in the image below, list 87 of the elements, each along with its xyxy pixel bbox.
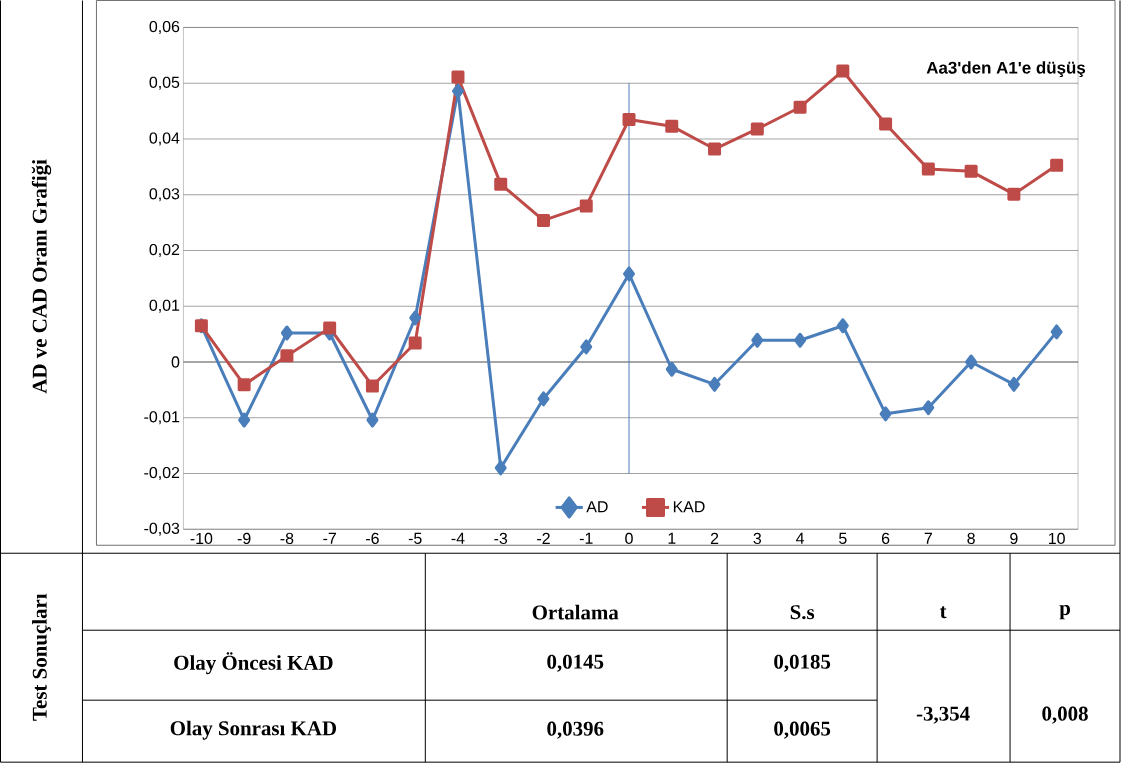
text: -3,354 <box>916 706 970 724</box>
point <box>238 412 251 428</box>
point <box>494 460 507 476</box>
point <box>623 266 636 282</box>
point <box>751 332 764 348</box>
point <box>794 332 807 348</box>
x-tick-label: 4 <box>796 532 805 544</box>
point <box>494 177 508 191</box>
x-tick-label: -10 <box>190 532 213 545</box>
point <box>280 349 294 363</box>
x-tick-label: -1 <box>579 532 593 544</box>
x-tick-label: -5 <box>408 532 422 545</box>
point <box>665 119 679 133</box>
x-tick-label: -7 <box>323 532 336 544</box>
legend-label: AD <box>586 501 608 513</box>
x-tick-label: 6 <box>881 532 890 545</box>
text: Olay Sonrası KAD <box>170 720 337 740</box>
point <box>1007 376 1020 392</box>
x-tick-label: -6 <box>366 532 379 545</box>
text: Ortalama <box>532 605 619 620</box>
text: 0,0185 <box>774 654 831 672</box>
text: S.s <box>790 605 815 620</box>
point <box>365 379 379 393</box>
x-tick-label: -4 <box>451 532 465 544</box>
point <box>1007 187 1021 201</box>
point <box>366 412 379 428</box>
point <box>750 122 764 136</box>
point <box>879 117 893 131</box>
x-tick-label: 9 <box>1010 532 1018 545</box>
x-tick-label: -9 <box>237 532 251 545</box>
x-tick-label: 10 <box>1049 532 1065 545</box>
legend-label: KAD <box>673 501 705 513</box>
x-tick-label: -8 <box>280 532 294 545</box>
point <box>922 400 935 416</box>
point <box>921 162 935 176</box>
text: 0,0145 <box>547 654 604 672</box>
point <box>237 378 251 392</box>
y-tick-label: 0,04 <box>149 132 180 146</box>
y-tick-label: 0,03 <box>149 188 180 202</box>
x-tick-label: 1 <box>668 532 676 544</box>
text: Olay Öncesi KAD <box>174 652 333 675</box>
y-tick-label: 0,06 <box>149 21 180 35</box>
point <box>965 354 978 370</box>
text: Test Sonuçları <box>32 593 51 721</box>
point <box>1050 324 1063 340</box>
point <box>580 339 593 355</box>
point <box>665 361 678 377</box>
point <box>537 391 550 407</box>
point <box>708 376 721 392</box>
point <box>622 113 636 127</box>
point <box>964 165 978 178</box>
x-tick-label: 5 <box>839 532 847 545</box>
text: 0,0396 <box>547 721 604 739</box>
x-tick-label: -2 <box>537 532 550 545</box>
point <box>280 325 293 341</box>
text: 0,008 <box>1042 706 1088 724</box>
y-tick-label: 0,02 <box>149 244 180 258</box>
point <box>451 70 465 84</box>
point <box>879 406 892 422</box>
point <box>408 336 422 350</box>
x-tick-label: 0 <box>625 532 633 545</box>
point <box>793 100 807 114</box>
point <box>1050 158 1064 172</box>
x-tick-label: 3 <box>753 532 762 545</box>
point <box>323 321 337 335</box>
x-tick-label: 2 <box>710 532 719 545</box>
point <box>836 64 850 78</box>
text: AD ve CAD Oranı Grafiği <box>31 159 52 394</box>
y-tick-label: -0,02 <box>144 467 180 481</box>
y-tick-label: 0,01 <box>149 299 180 313</box>
x-tick-label: 7 <box>924 532 932 544</box>
point <box>409 310 422 326</box>
text: t <box>939 606 947 619</box>
y-tick-label: 0 <box>171 356 180 368</box>
x-tick-label: -3 <box>494 532 508 545</box>
point <box>579 199 593 213</box>
y-tick-label: -0,03 <box>144 522 180 536</box>
text: p <box>1059 605 1070 620</box>
y-tick-label: 0,05 <box>149 76 180 90</box>
point <box>836 318 849 334</box>
point <box>708 142 722 156</box>
text: 0,0065 <box>774 721 831 739</box>
point <box>451 83 464 99</box>
y-tick-label: -0,01 <box>144 411 180 425</box>
annotation: Aa3'den A1'e düşüş <box>926 61 1086 78</box>
x-tick-label: 8 <box>967 532 975 545</box>
point <box>536 214 550 228</box>
